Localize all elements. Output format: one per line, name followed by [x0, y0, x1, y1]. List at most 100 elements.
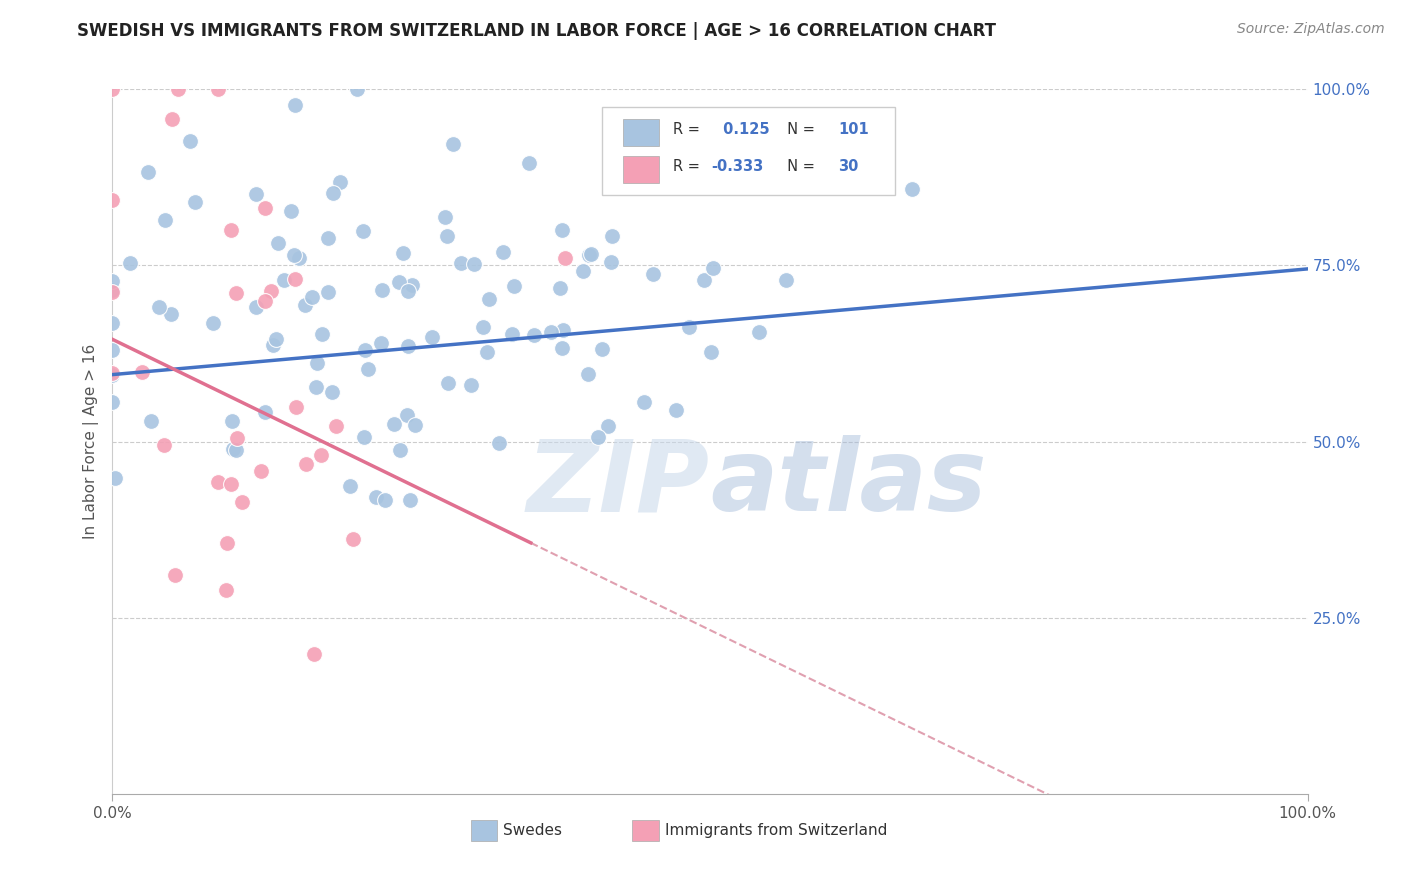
Point	[101, 194, 124, 208]
Point	[101, 285, 124, 299]
Point	[245, 301, 267, 315]
Point	[139, 414, 162, 428]
Point	[523, 327, 546, 342]
Point	[254, 405, 277, 419]
Point	[352, 224, 374, 238]
Point	[401, 278, 423, 293]
Point	[285, 401, 308, 415]
FancyBboxPatch shape	[623, 120, 658, 146]
Point	[101, 368, 124, 383]
Point	[316, 231, 339, 245]
Point	[101, 82, 124, 96]
Point	[551, 323, 574, 337]
Point	[309, 448, 332, 462]
Point	[325, 418, 347, 433]
Point	[219, 223, 242, 237]
Point	[153, 213, 176, 227]
Point	[101, 367, 124, 381]
Point	[287, 252, 309, 266]
Point	[382, 417, 405, 432]
Point	[283, 248, 305, 262]
Point	[633, 395, 655, 409]
Point	[219, 476, 242, 491]
Text: 30: 30	[838, 159, 858, 174]
Point	[101, 283, 124, 297]
Text: -0.333: -0.333	[711, 159, 763, 174]
Point	[477, 293, 499, 307]
Point	[179, 134, 201, 148]
Point	[437, 376, 460, 390]
Point	[578, 248, 600, 262]
Point	[492, 244, 515, 259]
Text: SWEDISH VS IMMIGRANTS FROM SWITZERLAND IN LABOR FORCE | AGE > 16 CORRELATION CHA: SWEDISH VS IMMIGRANTS FROM SWITZERLAND I…	[77, 22, 997, 40]
Point	[388, 275, 411, 289]
Point	[554, 251, 576, 265]
Point	[118, 256, 141, 270]
Point	[260, 284, 283, 298]
Point	[101, 274, 124, 288]
Point	[250, 465, 273, 479]
Point	[396, 284, 419, 298]
Point	[254, 293, 277, 308]
Point	[591, 343, 613, 357]
Text: N =: N =	[778, 122, 820, 136]
Point	[245, 186, 267, 201]
Point	[222, 442, 245, 456]
Text: ZIP: ZIP	[527, 435, 710, 533]
Point	[202, 317, 225, 331]
Point	[294, 298, 316, 312]
Point	[101, 316, 124, 330]
Point	[160, 112, 183, 126]
Point	[329, 175, 352, 189]
Point	[305, 356, 328, 370]
Point	[284, 272, 307, 286]
Point	[184, 194, 207, 209]
Point	[392, 246, 415, 260]
Point	[596, 419, 619, 434]
Point	[901, 182, 924, 196]
Point	[579, 247, 602, 261]
Point	[699, 344, 721, 359]
Point	[280, 204, 302, 219]
Point	[775, 273, 797, 287]
Point	[160, 307, 183, 321]
Point	[101, 394, 124, 409]
Point	[664, 403, 686, 417]
Point	[217, 536, 239, 550]
Point	[399, 493, 422, 508]
FancyBboxPatch shape	[471, 820, 498, 841]
Point	[148, 300, 170, 314]
Point	[266, 332, 288, 346]
Point	[396, 409, 419, 423]
Point	[441, 136, 464, 151]
Point	[433, 211, 456, 225]
Point	[436, 228, 458, 243]
Text: Swedes: Swedes	[503, 823, 562, 838]
Point	[322, 186, 344, 201]
Point	[475, 345, 498, 359]
Point	[267, 235, 290, 250]
Point	[463, 257, 485, 271]
Point	[460, 378, 482, 392]
Point	[678, 319, 700, 334]
Y-axis label: In Labor Force | Age > 16: In Labor Force | Age > 16	[83, 344, 98, 539]
Point	[586, 430, 609, 444]
Point	[101, 343, 124, 357]
Point	[165, 567, 187, 582]
Point	[693, 273, 716, 287]
Point	[450, 256, 472, 270]
Point	[262, 338, 284, 352]
Point	[225, 286, 247, 301]
Point	[353, 430, 375, 444]
FancyBboxPatch shape	[603, 107, 896, 194]
Point	[321, 384, 343, 399]
Point	[503, 278, 526, 293]
Point	[207, 82, 229, 96]
Point	[643, 267, 665, 281]
Point	[551, 222, 574, 236]
Point	[305, 380, 328, 394]
FancyBboxPatch shape	[623, 156, 658, 183]
Point	[301, 290, 323, 304]
Point	[295, 458, 318, 472]
Text: atlas: atlas	[710, 435, 987, 533]
